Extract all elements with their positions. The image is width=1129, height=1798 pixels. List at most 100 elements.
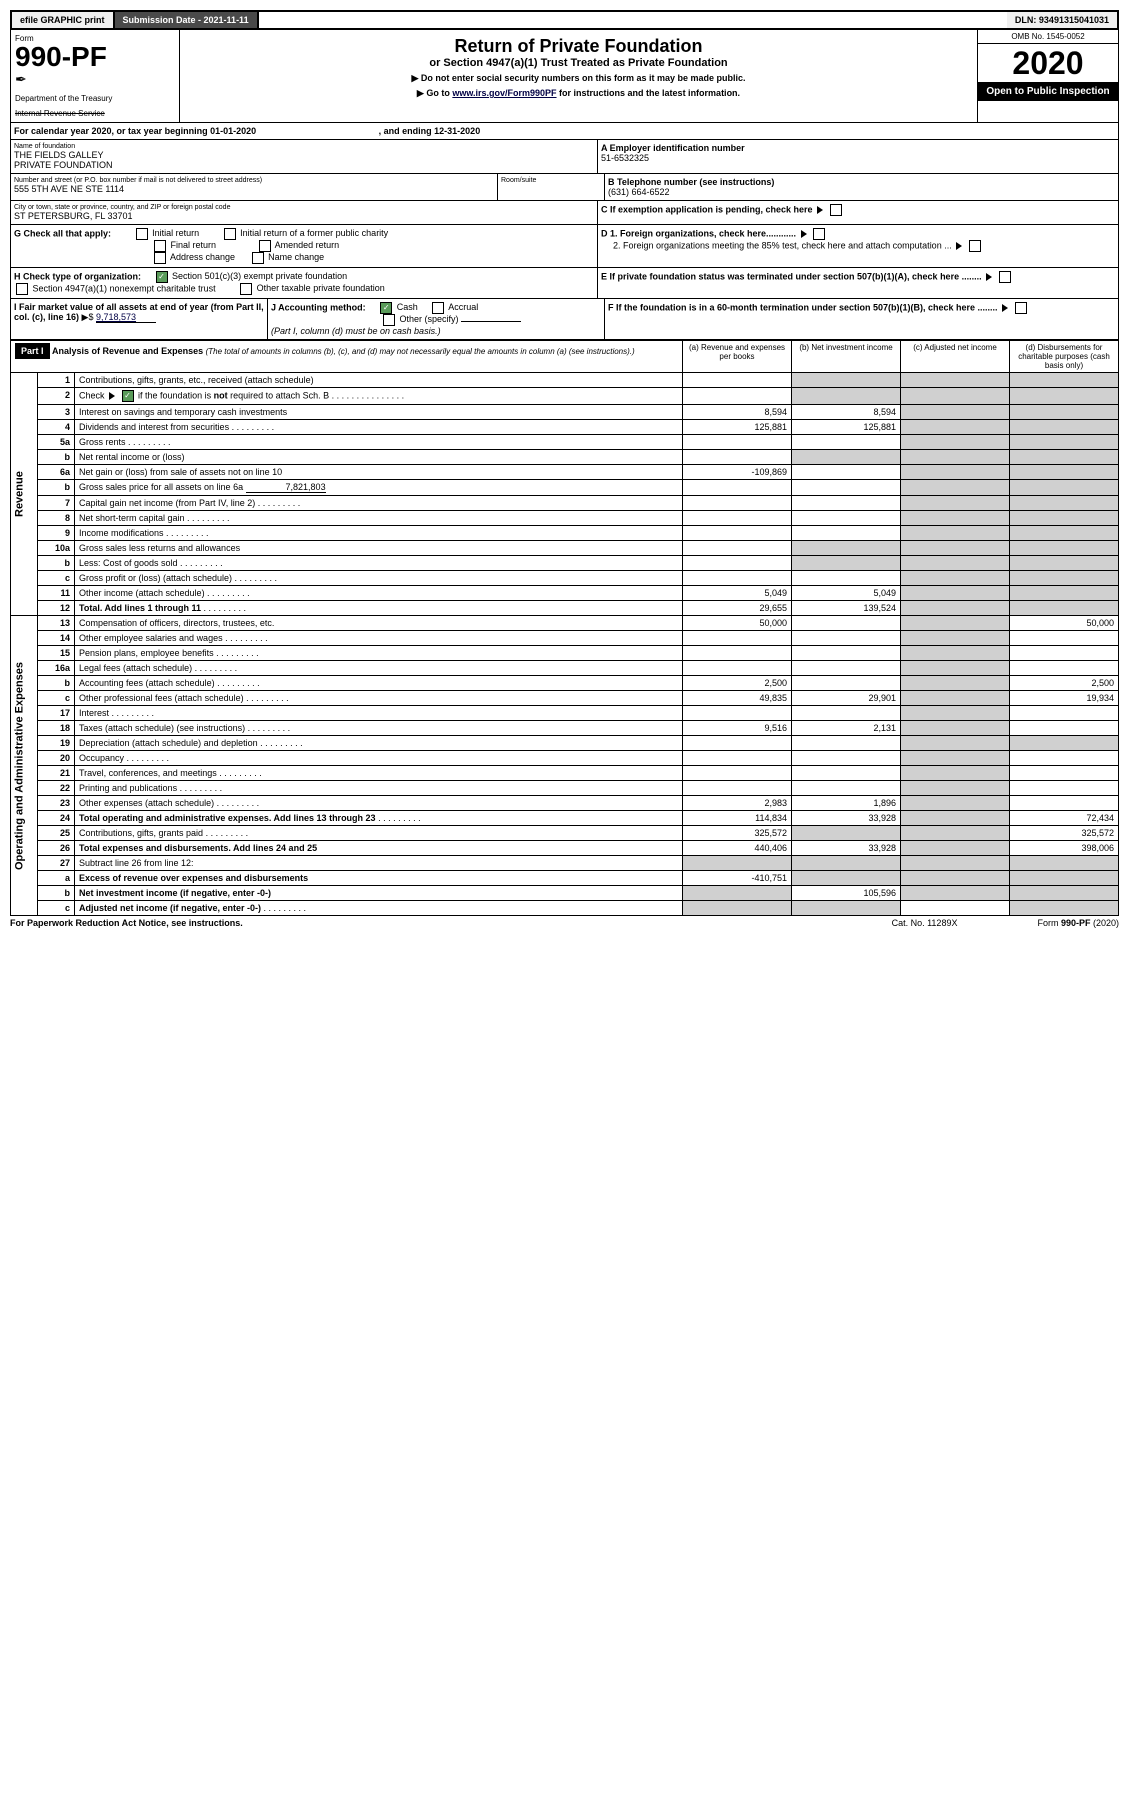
cell-c [901, 706, 1010, 721]
cell-a [683, 631, 792, 646]
cell-d [1010, 721, 1119, 736]
j-cash-checkbox[interactable]: ✓ [380, 302, 392, 314]
line-text: Income modifications . . . . . . . . . [75, 526, 683, 541]
line-text: Total operating and administrative expen… [75, 811, 683, 826]
cell-c [901, 886, 1010, 901]
table-row: 7Capital gain net income (from Part IV, … [11, 496, 1119, 511]
open-public: Open to Public Inspection [978, 82, 1118, 101]
cell-c [901, 616, 1010, 631]
line-number: 26 [38, 841, 75, 856]
cell-d [1010, 556, 1119, 571]
c-checkbox[interactable] [830, 204, 842, 216]
feather-icon: ✒ [15, 71, 175, 88]
cell-d [1010, 661, 1119, 676]
line-number: 25 [38, 826, 75, 841]
line-text: Net investment income (if negative, ente… [75, 886, 683, 901]
cell-c [901, 751, 1010, 766]
cell-d [1010, 571, 1119, 586]
cell-a: 2,500 [683, 676, 792, 691]
cell-a [683, 781, 792, 796]
form-subtitle: or Section 4947(a)(1) Trust Treated as P… [186, 57, 971, 69]
fmv-value[interactable]: 9,718,573 [96, 312, 156, 323]
cell-d: 50,000 [1010, 616, 1119, 631]
f-checkbox[interactable] [1015, 302, 1027, 314]
cell-a: 125,881 [683, 420, 792, 435]
cell-a: 2,983 [683, 796, 792, 811]
cell-c [901, 871, 1010, 886]
g-former-checkbox[interactable] [224, 228, 236, 240]
table-row: 21Travel, conferences, and meetings . . … [11, 766, 1119, 781]
g-addrchange-checkbox[interactable] [154, 252, 166, 264]
table-row: 9Income modifications . . . . . . . . . [11, 526, 1119, 541]
cell-c [901, 571, 1010, 586]
room-label: Room/suite [501, 177, 601, 184]
g-final-checkbox[interactable] [154, 240, 166, 252]
h-other-checkbox[interactable] [240, 283, 252, 295]
line-number: 22 [38, 781, 75, 796]
part1-table: Part I Analysis of Revenue and Expenses … [10, 340, 1119, 916]
j-accrual-checkbox[interactable] [432, 302, 444, 314]
part1-note: (The total of amounts in columns (b), (c… [206, 347, 635, 356]
table-row: 19Depreciation (attach schedule) and dep… [11, 736, 1119, 751]
table-row: 4Dividends and interest from securities … [11, 420, 1119, 435]
cell-c [901, 631, 1010, 646]
cell-b [792, 781, 901, 796]
e-checkbox[interactable] [999, 271, 1011, 283]
col-a-header: (a) Revenue and expenses per books [683, 341, 792, 373]
cell-d [1010, 751, 1119, 766]
cell-a: 440,406 [683, 841, 792, 856]
line-number: 2 [38, 388, 75, 405]
tax-year: 2020 [978, 44, 1118, 82]
irs-link[interactable]: www.irs.gov/Form990PF [452, 88, 556, 98]
line-text: Contributions, gifts, grants, etc., rece… [75, 373, 683, 388]
table-row: bGross sales price for all assets on lin… [11, 480, 1119, 496]
cell-a [683, 661, 792, 676]
f-label: F If the foundation is in a 60-month ter… [608, 302, 998, 312]
col-d-header: (d) Disbursements for charitable purpose… [1010, 341, 1119, 373]
cell-c [901, 811, 1010, 826]
cell-a: -109,869 [683, 465, 792, 480]
cell-b [792, 661, 901, 676]
efile-print-button[interactable]: efile GRAPHIC print [12, 12, 115, 28]
d2-label: 2. Foreign organizations meeting the 85%… [613, 240, 952, 250]
cell-b: 8,594 [792, 405, 901, 420]
form-number: 990-PF [15, 43, 175, 71]
table-row: 25Contributions, gifts, grants paid . . … [11, 826, 1119, 841]
cell-c [901, 435, 1010, 450]
cell-b: 2,131 [792, 721, 901, 736]
cell-b [792, 541, 901, 556]
cell-d: 325,572 [1010, 826, 1119, 841]
cell-d [1010, 766, 1119, 781]
g-namechange-checkbox[interactable] [252, 252, 264, 264]
g-initial-checkbox[interactable] [136, 228, 148, 240]
cell-b [792, 856, 901, 871]
h-4947-checkbox[interactable] [16, 283, 28, 295]
d1-checkbox[interactable] [813, 228, 825, 240]
cell-b [792, 736, 901, 751]
table-row: bAccounting fees (attach schedule) . . .… [11, 676, 1119, 691]
cell-a [683, 706, 792, 721]
line-text: Legal fees (attach schedule) . . . . . .… [75, 661, 683, 676]
cell-a: 325,572 [683, 826, 792, 841]
line-number: 18 [38, 721, 75, 736]
table-row: 11Other income (attach schedule) . . . .… [11, 586, 1119, 601]
cell-a [683, 435, 792, 450]
line-number: 16a [38, 661, 75, 676]
cell-b [792, 826, 901, 841]
cell-b [792, 556, 901, 571]
cell-d [1010, 781, 1119, 796]
cell-a: 5,049 [683, 586, 792, 601]
g-amended-checkbox[interactable] [259, 240, 271, 252]
table-row: 23Other expenses (attach schedule) . . .… [11, 796, 1119, 811]
cell-a: 8,594 [683, 405, 792, 420]
h-501c3-checkbox[interactable]: ✓ [156, 271, 168, 283]
line-number: 10a [38, 541, 75, 556]
ein-label: A Employer identification number [601, 143, 1115, 153]
cell-c [901, 691, 1010, 706]
cell-b [792, 435, 901, 450]
cell-c [901, 511, 1010, 526]
phone-label: B Telephone number (see instructions) [608, 177, 1115, 187]
d2-checkbox[interactable] [969, 240, 981, 252]
line-number: 7 [38, 496, 75, 511]
j-other-checkbox[interactable] [383, 314, 395, 326]
